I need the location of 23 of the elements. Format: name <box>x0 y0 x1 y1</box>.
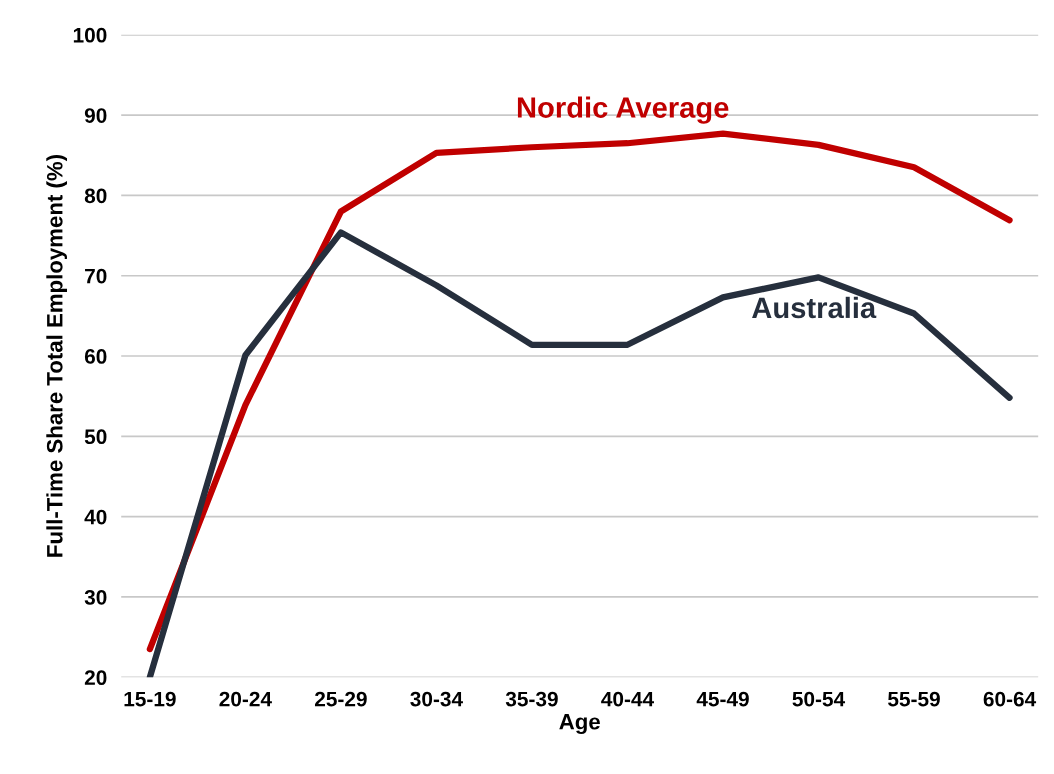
x-tick-label: 20-24 <box>219 691 272 707</box>
y-tick-label: 100 <box>73 27 107 43</box>
y-axis-title: Full-Time Share Total Employment (%) <box>46 155 68 557</box>
series-label: Australia <box>752 296 877 319</box>
x-tick-label: 30-34 <box>410 691 463 707</box>
x-tick-label: 40-44 <box>601 691 654 707</box>
x-tick-label: 50-54 <box>792 691 846 707</box>
x-tick-label: 25-29 <box>314 691 367 707</box>
y-tick-label: 20 <box>84 670 107 685</box>
x-tick-label: 60-64 <box>983 691 1037 707</box>
y-tick-label: 90 <box>84 108 107 123</box>
series-label: Nordic Average <box>517 96 729 124</box>
y-tick-label: 70 <box>85 268 107 284</box>
y-tick-label: 40 <box>84 509 107 525</box>
y-tick-label: 50 <box>84 429 107 445</box>
x-tick-label: 55-59 <box>888 691 940 707</box>
y-tick-label: 60 <box>84 349 107 364</box>
y-tick-label: 30 <box>84 589 107 605</box>
x-tick-label: 15-19 <box>124 691 176 707</box>
x-axis-title: Age <box>559 714 600 735</box>
x-tick-label: 35-39 <box>505 691 558 707</box>
x-tick-label: 45-49 <box>696 691 749 707</box>
y-tick-label: 80 <box>84 188 107 204</box>
